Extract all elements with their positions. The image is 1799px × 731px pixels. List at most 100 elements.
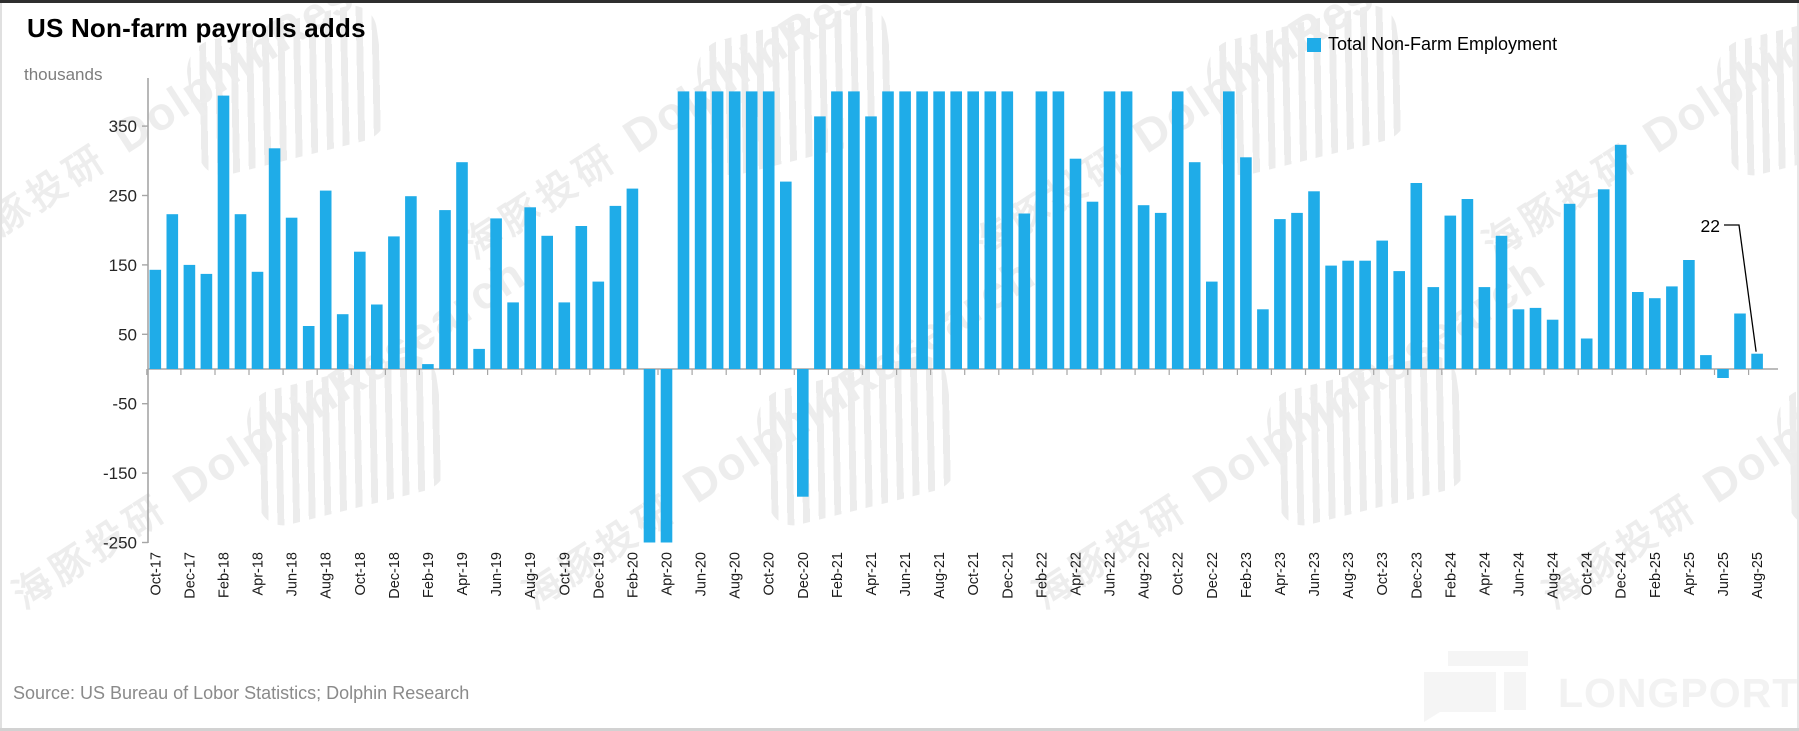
bar-Feb-20 [626, 188, 639, 369]
x-axis-label-Dec-18: Dec-18 [387, 552, 403, 599]
x-axis-label-Oct-21: Oct-21 [966, 552, 982, 596]
bar-Jun-21 [899, 91, 911, 370]
bar-Jun-19 [490, 218, 502, 369]
x-axis-label-Apr-21: Apr-21 [864, 552, 880, 596]
x-axis-label-Jun-21: Jun-21 [898, 552, 914, 596]
chart-title: US Non-farm payrolls adds [27, 13, 366, 43]
x-axis-label-Dec-19: Dec-19 [591, 552, 607, 599]
y-axis-tick-label: 50 [118, 325, 137, 344]
bar-Apr-21 [865, 116, 877, 370]
bar-Jun-25 [1717, 369, 1729, 378]
bar-Feb-24 [1444, 215, 1457, 369]
bar-Jan-22 [1018, 213, 1031, 369]
bar-Aug-20 [728, 91, 741, 370]
bar-Sep-23 [1359, 260, 1371, 369]
bar-Sep-18 [336, 314, 349, 369]
bar-Feb-22 [1035, 91, 1048, 370]
bar-Oct-19 [558, 302, 571, 369]
x-axis-label-Feb-24: Feb-24 [1443, 552, 1459, 598]
bar-Dec-18 [388, 236, 400, 369]
y-axis-tick-label: -250 [103, 534, 137, 553]
bar-Mar-24 [1461, 199, 1474, 369]
x-axis-label-Oct-22: Oct-22 [1171, 552, 1187, 596]
bar-Sep-24 [1563, 203, 1576, 369]
bar-Dec-19 [592, 281, 605, 369]
y-axis-tick-label: 350 [109, 117, 137, 136]
bar-Jan-24 [1427, 287, 1440, 369]
x-axis-label-Jun-18: Jun-18 [285, 552, 301, 596]
bar-Jun-18 [285, 217, 298, 369]
bar-Aug-25 [1751, 353, 1763, 369]
bar-Apr-22 [1069, 158, 1082, 369]
bar-Sep-22 [1154, 212, 1167, 369]
bar-May-19 [473, 348, 485, 369]
bar-Mar-23 [1257, 309, 1269, 369]
bar-Oct-20 [762, 91, 775, 370]
x-axis-label-Aug-20: Aug-20 [728, 552, 744, 599]
x-axis-label-Dec-21: Dec-21 [1000, 552, 1016, 599]
bar-Aug-24 [1546, 319, 1559, 369]
x-axis-label-Oct-18: Oct-18 [353, 552, 369, 596]
bar-Jan-21 [814, 116, 826, 370]
bar-Jun-23 [1308, 191, 1320, 369]
bar-Feb-25 [1649, 298, 1661, 369]
x-axis-label-Feb-21: Feb-21 [830, 552, 846, 598]
bar-May-20 [677, 91, 690, 370]
bar-Jul-19 [507, 302, 519, 369]
x-axis-label-Aug-22: Aug-22 [1137, 552, 1153, 599]
bar-Jul-25 [1734, 313, 1746, 369]
bar-Nov-19 [575, 226, 588, 369]
x-axis-label-Apr-22: Apr-22 [1069, 552, 1085, 596]
bar-Jun-24 [1512, 309, 1525, 369]
longport-logo-bar [1448, 651, 1528, 666]
bar-Aug-19 [524, 207, 536, 369]
bar-Dec-24 [1614, 144, 1627, 369]
x-axis-label-Feb-23: Feb-23 [1239, 552, 1255, 598]
x-axis-label-Oct-19: Oct-19 [557, 552, 573, 596]
x-axis-label-Feb-18: Feb-18 [217, 552, 233, 598]
bar-Dec-23 [1410, 183, 1423, 369]
bar-Aug-21 [933, 91, 945, 370]
y-axis-tick-label: 250 [109, 187, 137, 206]
bar-Jan-23 [1223, 91, 1235, 370]
bar-Nov-20 [780, 181, 792, 369]
x-axis-label-Aug-23: Aug-23 [1341, 552, 1357, 599]
bar-Oct-22 [1171, 91, 1184, 370]
bar-Feb-23 [1240, 157, 1252, 369]
bar-Jan-20 [609, 205, 622, 369]
bar-Aug-18 [319, 190, 332, 369]
bar-Oct-21 [967, 91, 979, 370]
bar-Dec-17 [183, 264, 196, 369]
bar-May-18 [268, 148, 281, 369]
bar-Feb-21 [831, 91, 843, 370]
bar-Jun-22 [1103, 91, 1116, 370]
bar-Apr-20 [660, 369, 673, 543]
x-axis-label-Apr-24: Apr-24 [1477, 552, 1493, 596]
payrolls-bar-chart-svg: 350 250 150 50 -50 -150 -250 Oct-17 Dec-17 Feb-18… [103, 78, 1778, 599]
x-axis-label-Jun-19: Jun-19 [489, 552, 505, 596]
bar-Jun-20 [694, 91, 707, 370]
bar-Mar-18 [234, 214, 247, 369]
bar-Nov-24 [1597, 189, 1610, 369]
bar-Nov-18 [371, 304, 383, 369]
x-axis-label-Feb-22: Feb-22 [1034, 552, 1050, 598]
x-axis-label-Feb-19: Feb-19 [421, 552, 437, 598]
bar-Nov-23 [1393, 271, 1405, 369]
x-axis-label-Oct-17: Oct-17 [148, 552, 164, 596]
x-axis-label-Feb-25: Feb-25 [1648, 552, 1664, 598]
x-axis-label-Jun-20: Jun-20 [694, 552, 710, 596]
x-axis-label-Dec-23: Dec-23 [1409, 552, 1425, 599]
bar-Dec-21 [1001, 91, 1014, 370]
bar-Aug-23 [1342, 260, 1354, 369]
y-axis-unit-label: thousands [24, 65, 103, 84]
x-axis-label-Jun-24: Jun-24 [1512, 552, 1528, 596]
right-edge-divider [1797, 3, 1799, 731]
bar-Sep-20 [745, 91, 758, 370]
y-axis-tick-label: 150 [109, 256, 137, 275]
bar-Jul-18 [302, 326, 315, 369]
bar-May-25 [1700, 355, 1712, 369]
bar-Mar-21 [848, 91, 860, 370]
left-edge-divider [0, 3, 2, 731]
y-axis-tick-label: -150 [103, 464, 137, 483]
bar-May-23 [1291, 212, 1303, 369]
